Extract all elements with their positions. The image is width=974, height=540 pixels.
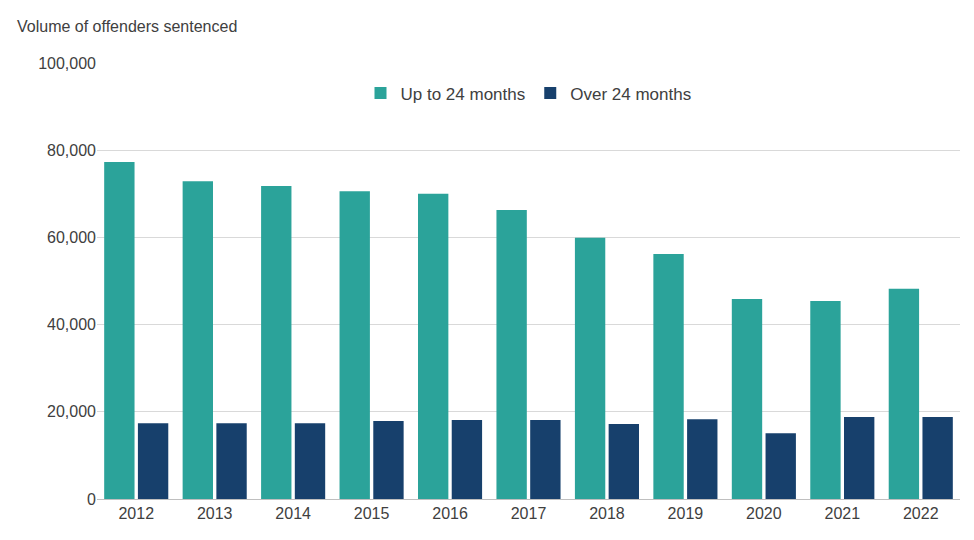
svg-text:2019: 2019 (668, 505, 704, 522)
svg-text:2016: 2016 (432, 505, 468, 522)
svg-text:100,000: 100,000 (38, 55, 96, 72)
svg-text:2020: 2020 (746, 505, 782, 522)
svg-text:Over 24 months: Over 24 months (570, 85, 691, 104)
svg-text:0: 0 (87, 491, 96, 508)
svg-text:2017: 2017 (511, 505, 547, 522)
svg-text:Up to 24 months: Up to 24 months (401, 85, 526, 104)
svg-text:80,000: 80,000 (47, 142, 96, 159)
svg-text:20,000: 20,000 (47, 403, 96, 420)
svg-text:60,000: 60,000 (47, 229, 96, 246)
svg-text:2015: 2015 (354, 505, 390, 522)
svg-text:Volume of offenders sentenced: Volume of offenders sentenced (17, 18, 237, 35)
svg-text:2012: 2012 (118, 505, 154, 522)
svg-text:2021: 2021 (825, 505, 861, 522)
svg-text:2014: 2014 (275, 505, 311, 522)
svg-text:2018: 2018 (589, 505, 625, 522)
svg-text:2022: 2022 (903, 505, 939, 522)
svg-text:40,000: 40,000 (47, 316, 96, 333)
svg-text:2013: 2013 (197, 505, 233, 522)
